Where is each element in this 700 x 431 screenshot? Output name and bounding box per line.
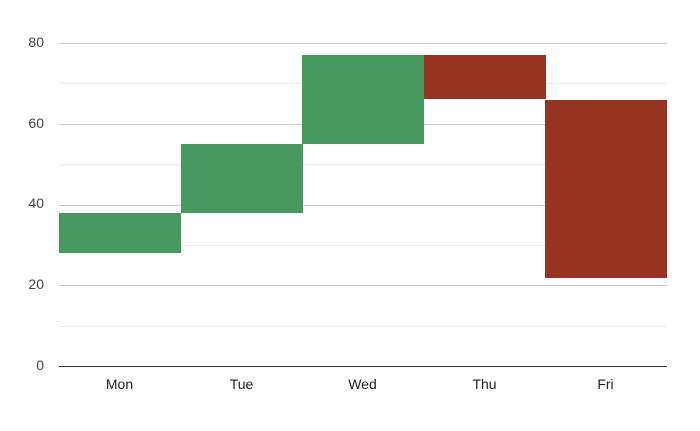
gridline-major [59,285,667,286]
x-tick-tue: Tue [229,376,254,392]
bar-wed[interactable] [302,55,424,144]
y-tick-80: 80 [28,34,44,50]
y-tick-60: 60 [28,115,44,131]
bar-tue[interactable] [181,144,303,213]
bar-fri[interactable] [545,100,667,278]
x-tick-fri: Fri [597,376,614,392]
gridline-minor [59,326,667,327]
y-tick-20: 20 [28,276,44,292]
x-axis-baseline [59,366,667,367]
x-tick-thu: Thu [472,376,497,392]
gridline-minor [59,164,667,165]
gridline-major [59,205,667,206]
gridline-major [59,43,667,44]
bar-mon[interactable] [59,213,181,253]
x-tick-mon: Mon [105,376,134,392]
x-tick-wed: Wed [348,376,377,392]
bar-thu[interactable] [424,55,546,99]
y-tick-40: 40 [28,195,44,211]
gridline-minor [59,245,667,246]
y-tick-0: 0 [36,357,44,373]
